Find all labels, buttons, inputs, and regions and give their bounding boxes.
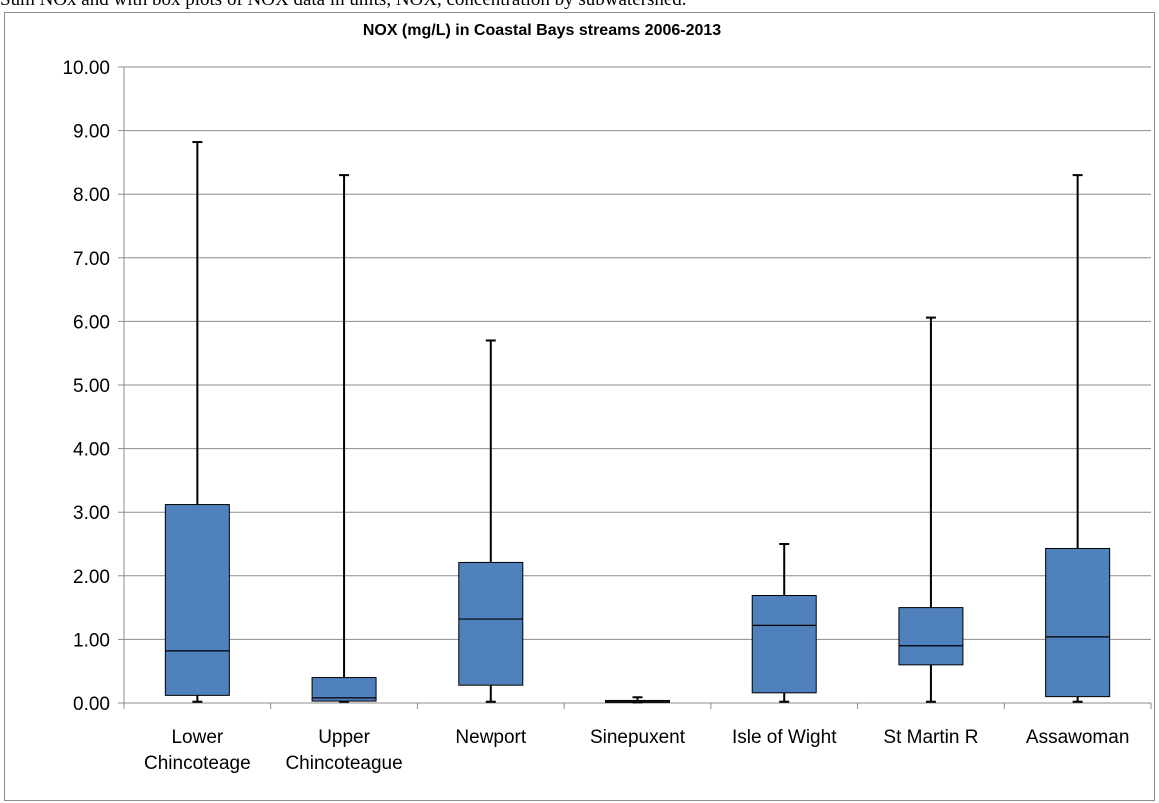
box-3	[605, 696, 670, 704]
y-tick-label-2: 2.00	[73, 567, 110, 588]
category-label-line: Chincoteague	[285, 753, 402, 774]
y-tick-label-0: 0.00	[73, 694, 110, 715]
box-rect-4	[751, 595, 817, 694]
category-label-1: Upper Chincoteague	[285, 727, 402, 774]
chart-title: NOX (mg/L) in Coastal Bays streams 2006-…	[363, 22, 721, 39]
category-label-line: Lower	[171, 727, 223, 748]
y-tick-label-8: 8.00	[73, 185, 110, 206]
category-label-4: Isle of Wight	[732, 727, 837, 748]
category-label-line: St Martin R	[883, 727, 978, 748]
gridlines	[118, 66, 1152, 709]
category-label-line: Chincoteage	[144, 753, 251, 774]
y-tick-label-9: 9.00	[73, 122, 110, 143]
y-tick-label-1: 1.00	[73, 630, 110, 651]
box-2	[458, 339, 524, 703]
box-rect-2	[458, 561, 524, 686]
box-5	[898, 316, 964, 703]
box-plot-chart: NOX (mg/L) in Coastal Bays streams 2006-…	[62, 22, 1152, 774]
x-axis: Lower Chincoteage Upper Chincoteague Newport…	[144, 727, 1129, 774]
category-label-5: St Martin R	[883, 727, 978, 748]
y-tick-label-6: 6.00	[73, 312, 110, 333]
y-tick-label-4: 4.00	[73, 440, 110, 461]
box-0	[164, 141, 230, 703]
box-6	[1045, 174, 1111, 703]
category-label-line: Assawoman	[1026, 727, 1130, 748]
box-rect-0	[164, 504, 230, 696]
boxes	[164, 141, 1111, 704]
chart-frame: NOX (mg/L) in Coastal Bays streams 2006-…	[4, 12, 1155, 801]
category-label-line: Sinepuxent	[590, 727, 686, 748]
category-label-2: Newport	[455, 727, 526, 748]
box-rect-6	[1045, 547, 1111, 698]
box-4	[751, 543, 817, 703]
category-label-6: Assawoman	[1026, 727, 1130, 748]
box-rect-5	[898, 607, 964, 666]
y-axis: 0.00 1.00 2.00 3.00 4.00 5.00 6.00 7.00 8.00 9.00…	[62, 58, 110, 715]
category-label-3: Sinepuxent	[590, 727, 686, 748]
category-label-line: Isle of Wight	[732, 727, 837, 748]
y-tick-label-3: 3.00	[73, 503, 110, 524]
box-rect-1	[311, 677, 377, 702]
y-tick-label-10: 10.00	[62, 58, 110, 79]
category-label-line: Newport	[455, 727, 526, 748]
y-tick-label-7: 7.00	[73, 249, 110, 270]
category-label-0: Lower Chincoteage	[144, 727, 251, 774]
category-label-line: Upper	[318, 727, 370, 748]
figure-caption: Sum NOx and with box plots of NOX data i…	[0, 0, 1159, 12]
box-1	[311, 174, 377, 703]
y-tick-label-5: 5.00	[73, 376, 110, 397]
